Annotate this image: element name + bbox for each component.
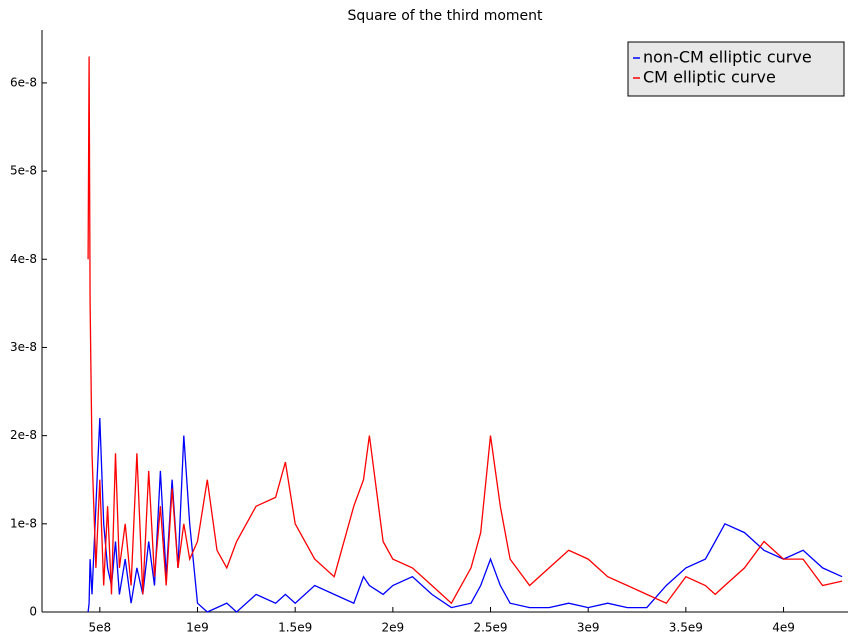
chart-title: Square of the third moment xyxy=(347,8,543,24)
y-tick-label: 5e-8 xyxy=(10,164,37,178)
y-tick-label: 6e-8 xyxy=(10,75,37,89)
x-tick-label: 1e9 xyxy=(186,621,209,635)
series-line xyxy=(87,417,843,613)
x-tick-label: 3e9 xyxy=(577,621,600,635)
y-tick-label: 1e-8 xyxy=(10,516,37,530)
legend-box xyxy=(627,41,845,97)
legend-label: CM elliptic curve xyxy=(643,68,776,87)
x-tick-label: 3.5e9 xyxy=(669,621,703,635)
y-tick-label: 0 xyxy=(29,605,37,619)
x-tick-label: 5e8 xyxy=(88,621,111,635)
x-tick-label: 2e9 xyxy=(382,621,405,635)
y-tick-label: 4e-8 xyxy=(10,252,37,266)
y-tick-label: 2e-8 xyxy=(10,428,37,442)
series-line xyxy=(87,56,843,605)
x-tick-label: 1.5e9 xyxy=(278,621,312,635)
x-tick-label: 2.5e9 xyxy=(473,621,507,635)
x-tick-label: 4e9 xyxy=(772,621,795,635)
legend-label: non-CM elliptic curve xyxy=(643,48,812,67)
y-tick-label: 3e-8 xyxy=(10,340,37,354)
